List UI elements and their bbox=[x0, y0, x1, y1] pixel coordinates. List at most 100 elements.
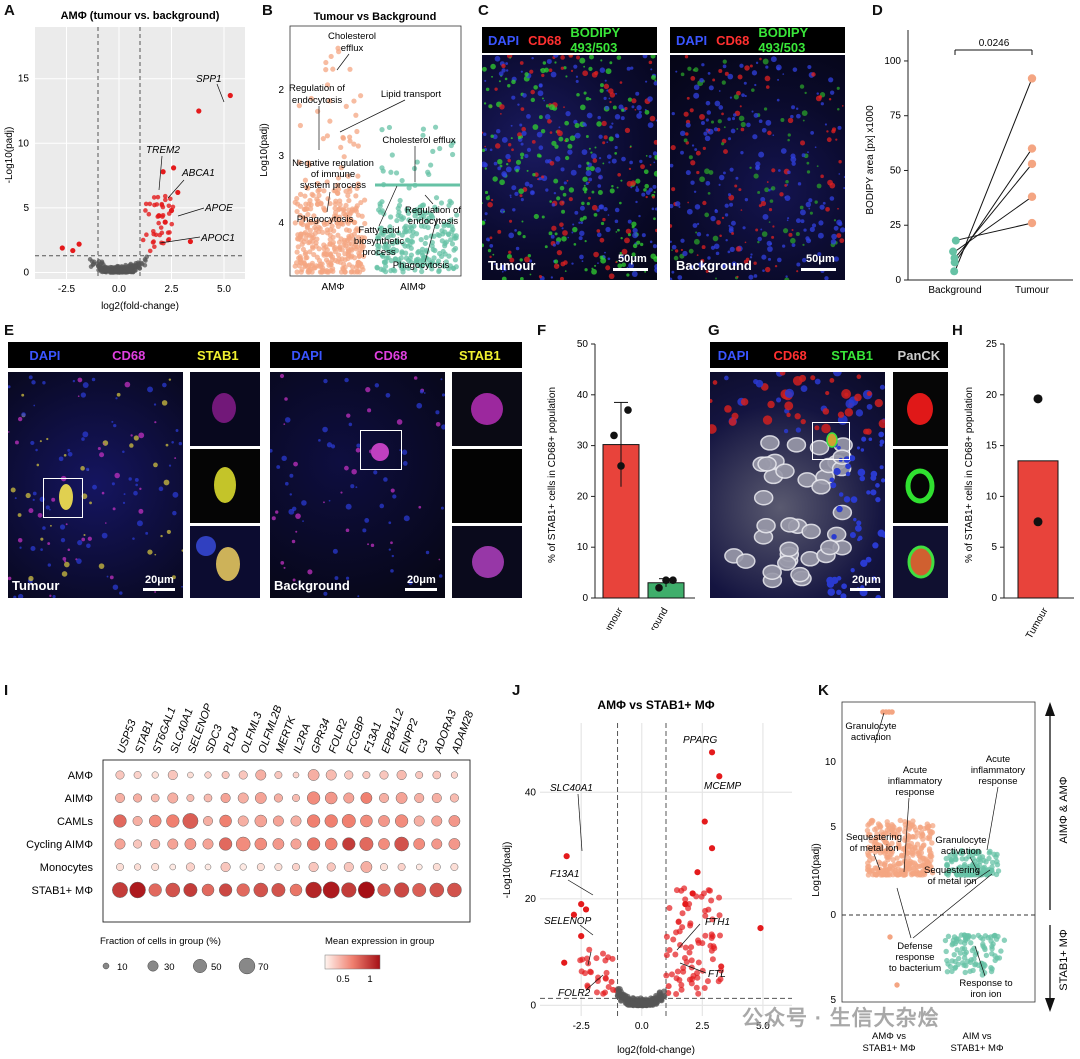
volcano-point bbox=[156, 213, 162, 219]
dot bbox=[292, 794, 300, 802]
dot bbox=[148, 814, 162, 828]
svg-text:STAB1+ MΦ: STAB1+ MΦ bbox=[950, 1043, 1003, 1054]
dot bbox=[115, 770, 125, 780]
dot bbox=[218, 883, 233, 897]
panel-letter-d: D bbox=[872, 2, 883, 19]
dot bbox=[221, 771, 230, 779]
dot bbox=[360, 792, 373, 804]
svg-text:of immune: of immune bbox=[311, 169, 355, 180]
dot bbox=[429, 882, 445, 898]
dot bbox=[220, 793, 231, 803]
panel-d-ytick: 75 bbox=[890, 111, 902, 122]
panel-e-inset-tumour-stab1 bbox=[190, 449, 260, 523]
tumour-point bbox=[1027, 192, 1037, 201]
dot bbox=[271, 883, 286, 897]
dot bbox=[256, 863, 265, 871]
go-term-label: Sequestering bbox=[846, 832, 902, 843]
data-point bbox=[617, 462, 625, 470]
panel-j-ytick: 40 bbox=[525, 787, 537, 798]
volcano-point bbox=[578, 932, 585, 940]
dot bbox=[204, 771, 212, 779]
go-term-label: Acute bbox=[903, 765, 927, 776]
dot bbox=[448, 815, 461, 827]
panel-g-inset-cd68 bbox=[893, 372, 948, 446]
panel-d-ytick: 50 bbox=[890, 165, 902, 176]
dot bbox=[396, 770, 407, 780]
dot bbox=[450, 863, 459, 871]
bar bbox=[1017, 460, 1059, 599]
panel-a-ytick: 10 bbox=[18, 138, 30, 149]
panel-f-ytick: 40 bbox=[577, 390, 589, 401]
dot bbox=[431, 793, 442, 803]
panel-k-side-label-bottom: STAB1+ MΦ bbox=[1058, 929, 1070, 991]
svg-text:endocytosis: endocytosis bbox=[292, 95, 342, 106]
gene-label-apoe: APOE bbox=[204, 203, 233, 214]
dot bbox=[307, 769, 320, 781]
volcano-point bbox=[708, 845, 716, 852]
panel-d-ytick: 100 bbox=[884, 56, 901, 67]
dot bbox=[379, 793, 389, 803]
svg-text:to bacterium: to bacterium bbox=[889, 963, 941, 974]
gene-label-fth1: FTH1 bbox=[705, 917, 730, 928]
svg-text:of metal ion: of metal ion bbox=[927, 876, 976, 887]
volcano-point bbox=[162, 219, 168, 225]
dot bbox=[305, 881, 322, 899]
volcano-point bbox=[561, 959, 568, 966]
dot bbox=[238, 770, 248, 780]
dot bbox=[133, 793, 143, 803]
panel-a-ytick: 15 bbox=[18, 74, 30, 85]
dot bbox=[413, 838, 426, 850]
panel-j-ytick: 20 bbox=[525, 894, 537, 905]
gene-label-abca1: ABCA1 bbox=[181, 168, 215, 179]
volcano-point bbox=[187, 238, 193, 245]
panel-letter-g: G bbox=[708, 322, 720, 339]
dot bbox=[112, 882, 128, 898]
volcano-point bbox=[701, 818, 708, 825]
gene-label-f13a1: F13A1 bbox=[550, 869, 579, 880]
dot bbox=[290, 838, 302, 850]
group-row-label: AIMΦ bbox=[65, 793, 94, 805]
panel-j-xtick: -2.5 bbox=[573, 1021, 591, 1032]
panel-f-ytick: 0 bbox=[582, 593, 588, 604]
dot bbox=[187, 771, 194, 779]
panel-k-side-label-top: AIMΦ & AMΦ bbox=[1058, 776, 1070, 843]
dot bbox=[289, 883, 303, 897]
dot bbox=[415, 771, 424, 779]
dot bbox=[237, 815, 249, 827]
panel-a-ytick: 0 bbox=[23, 268, 29, 279]
panel-b-point-cloud bbox=[292, 45, 460, 275]
go-term-label: Regulation of bbox=[289, 83, 345, 94]
panel-c-scale-text: 50μm bbox=[618, 253, 647, 265]
panel-d-xcat-background: Background bbox=[928, 285, 981, 296]
panel-letter-b: B bbox=[262, 2, 273, 19]
dot bbox=[380, 863, 388, 871]
dot bbox=[239, 863, 247, 871]
background-point bbox=[950, 267, 959, 276]
size-legend-dot bbox=[193, 959, 207, 973]
dot bbox=[114, 838, 126, 850]
dot bbox=[360, 814, 373, 828]
dot bbox=[167, 792, 179, 804]
volcano-point bbox=[694, 869, 701, 876]
dot bbox=[341, 882, 357, 898]
gene-label-ftl: FTL bbox=[708, 969, 726, 980]
svg-text:endocytosis: endocytosis bbox=[408, 216, 458, 227]
go-term-label: Regulation of bbox=[405, 205, 461, 216]
panel-e-inset-tumour-cd68 bbox=[190, 372, 260, 446]
group-row-label: CAMLs bbox=[57, 816, 94, 828]
volcano-point bbox=[582, 906, 590, 913]
panel-d-pair-lines bbox=[954, 78, 1033, 272]
dot bbox=[292, 771, 300, 779]
volcano-point bbox=[708, 749, 716, 756]
dot bbox=[167, 770, 178, 780]
svg-text:activation: activation bbox=[851, 732, 891, 743]
dot bbox=[359, 837, 374, 851]
go-term-label: Cholesterol efflux bbox=[382, 135, 455, 146]
dot bbox=[167, 838, 179, 850]
dot bbox=[292, 863, 300, 871]
panel-k-ytick: 5 bbox=[830, 822, 836, 833]
size-legend-label: 10 bbox=[117, 962, 128, 973]
dot bbox=[414, 793, 425, 803]
panel-e-scale-bar bbox=[143, 588, 175, 591]
dot bbox=[378, 815, 390, 827]
